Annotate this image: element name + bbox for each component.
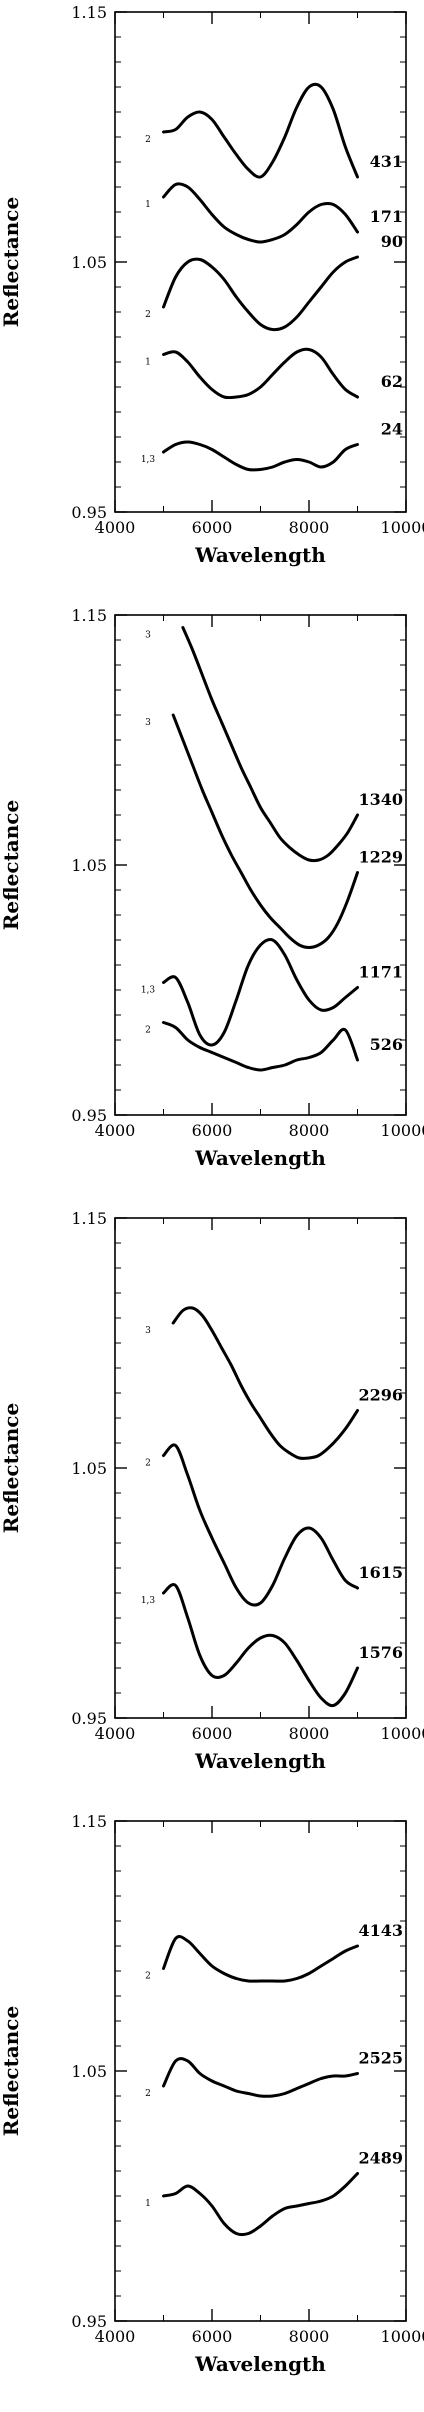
series-end-label: 24 [381,420,403,439]
y-axis-title: Reflectance [0,800,23,930]
series-side-label: 1,3 [141,986,156,996]
series-line-90 [162,255,359,332]
y-tick-label: 1.15 [71,1209,107,1228]
series-side-label: 3 [145,1326,151,1336]
y-tick-label: 1.05 [71,2062,107,2081]
series-end-label: 62 [381,372,403,391]
x-axis-title: Wavelength [194,1146,326,1170]
x-tick-label: 6000 [192,1121,233,1140]
series-side-label: 3 [145,718,151,728]
y-tick-label: 1.05 [71,253,107,272]
series-line-431 [162,82,359,179]
series-line-1171 [162,937,359,1047]
series-side-label: 1 [145,358,151,368]
series-side-label: 1 [145,200,151,210]
series-end-label: 90 [381,232,403,251]
y-tick-label: 1.15 [71,3,107,22]
series-side-label: 3 [145,631,151,641]
y-tick-label: 1.05 [71,856,107,875]
series-line-1229 [171,713,359,949]
series-line-1576 [162,1583,359,1708]
series-side-label: 2 [145,1459,151,1469]
plot-frame [114,11,407,513]
x-tick-label: 6000 [192,1724,233,1743]
series-end-label: 1229 [358,848,403,867]
y-axis-title: Reflectance [0,2006,23,2136]
plot-frame [114,1820,407,2322]
series-end-label: 431 [370,152,403,171]
x-tick-label: 8000 [289,1724,330,1743]
series-line-2525 [162,2057,359,2098]
series-end-label: 2296 [358,1386,403,1405]
series-side-label: 2 [145,1972,151,1982]
series-end-label: 1340 [358,790,403,809]
y-tick-label: 0.95 [71,2312,107,2331]
series-side-label: 1,3 [141,455,156,465]
series-side-label: 1 [145,2199,151,2209]
y-axis-title: Reflectance [0,1403,23,1533]
y-axis-title: Reflectance [0,197,23,327]
series-line-24 [162,440,359,472]
y-tick-label: 1.05 [71,1459,107,1478]
series-end-label: 2525 [358,2049,403,2068]
series-end-label: 1576 [358,1643,403,1662]
series-line-1340 [181,626,359,863]
series-line-171 [162,182,359,244]
series-end-label: 1615 [358,1563,403,1582]
x-tick-label: 8000 [289,1121,330,1140]
series-side-label: 2 [145,310,151,320]
y-tick-label: 0.95 [71,1106,107,1125]
series-line-2296 [171,1306,359,1460]
x-axis-title: Wavelength [194,1749,326,1773]
series-end-label: 1171 [358,963,403,982]
x-axis-title: Wavelength [194,2352,326,2376]
series-side-label: 2 [145,2089,151,2099]
series-line-4143 [162,1935,359,1983]
series-end-label: 2489 [358,2149,403,2168]
x-tick-label: 6000 [192,2327,233,2346]
series-end-label: 171 [370,207,403,226]
series-end-label: 526 [370,1035,403,1054]
x-tick-label: 8000 [289,2327,330,2346]
series-line-2489 [162,2172,359,2237]
x-tick-label: 4000 [95,1724,136,1743]
x-tick-label: 4000 [95,518,136,537]
x-tick-label: 4000 [95,1121,136,1140]
series-end-label: 4143 [358,1921,403,1940]
y-tick-label: 1.15 [71,1812,107,1831]
series-side-label: 2 [145,135,151,145]
x-tick-label: 8000 [289,518,330,537]
series-side-label: 1,3 [141,1596,156,1606]
series-line-62 [162,347,359,400]
series-line-1615 [162,1443,359,1607]
y-tick-label: 0.95 [71,503,107,522]
y-tick-label: 1.15 [71,606,107,625]
series-line-526 [162,1021,359,1072]
x-tick-label: 4000 [95,2327,136,2346]
series-side-label: 2 [145,1026,151,1036]
y-tick-label: 0.95 [71,1709,107,1728]
x-axis-title: Wavelength [194,543,326,567]
x-tick-label: 6000 [192,518,233,537]
